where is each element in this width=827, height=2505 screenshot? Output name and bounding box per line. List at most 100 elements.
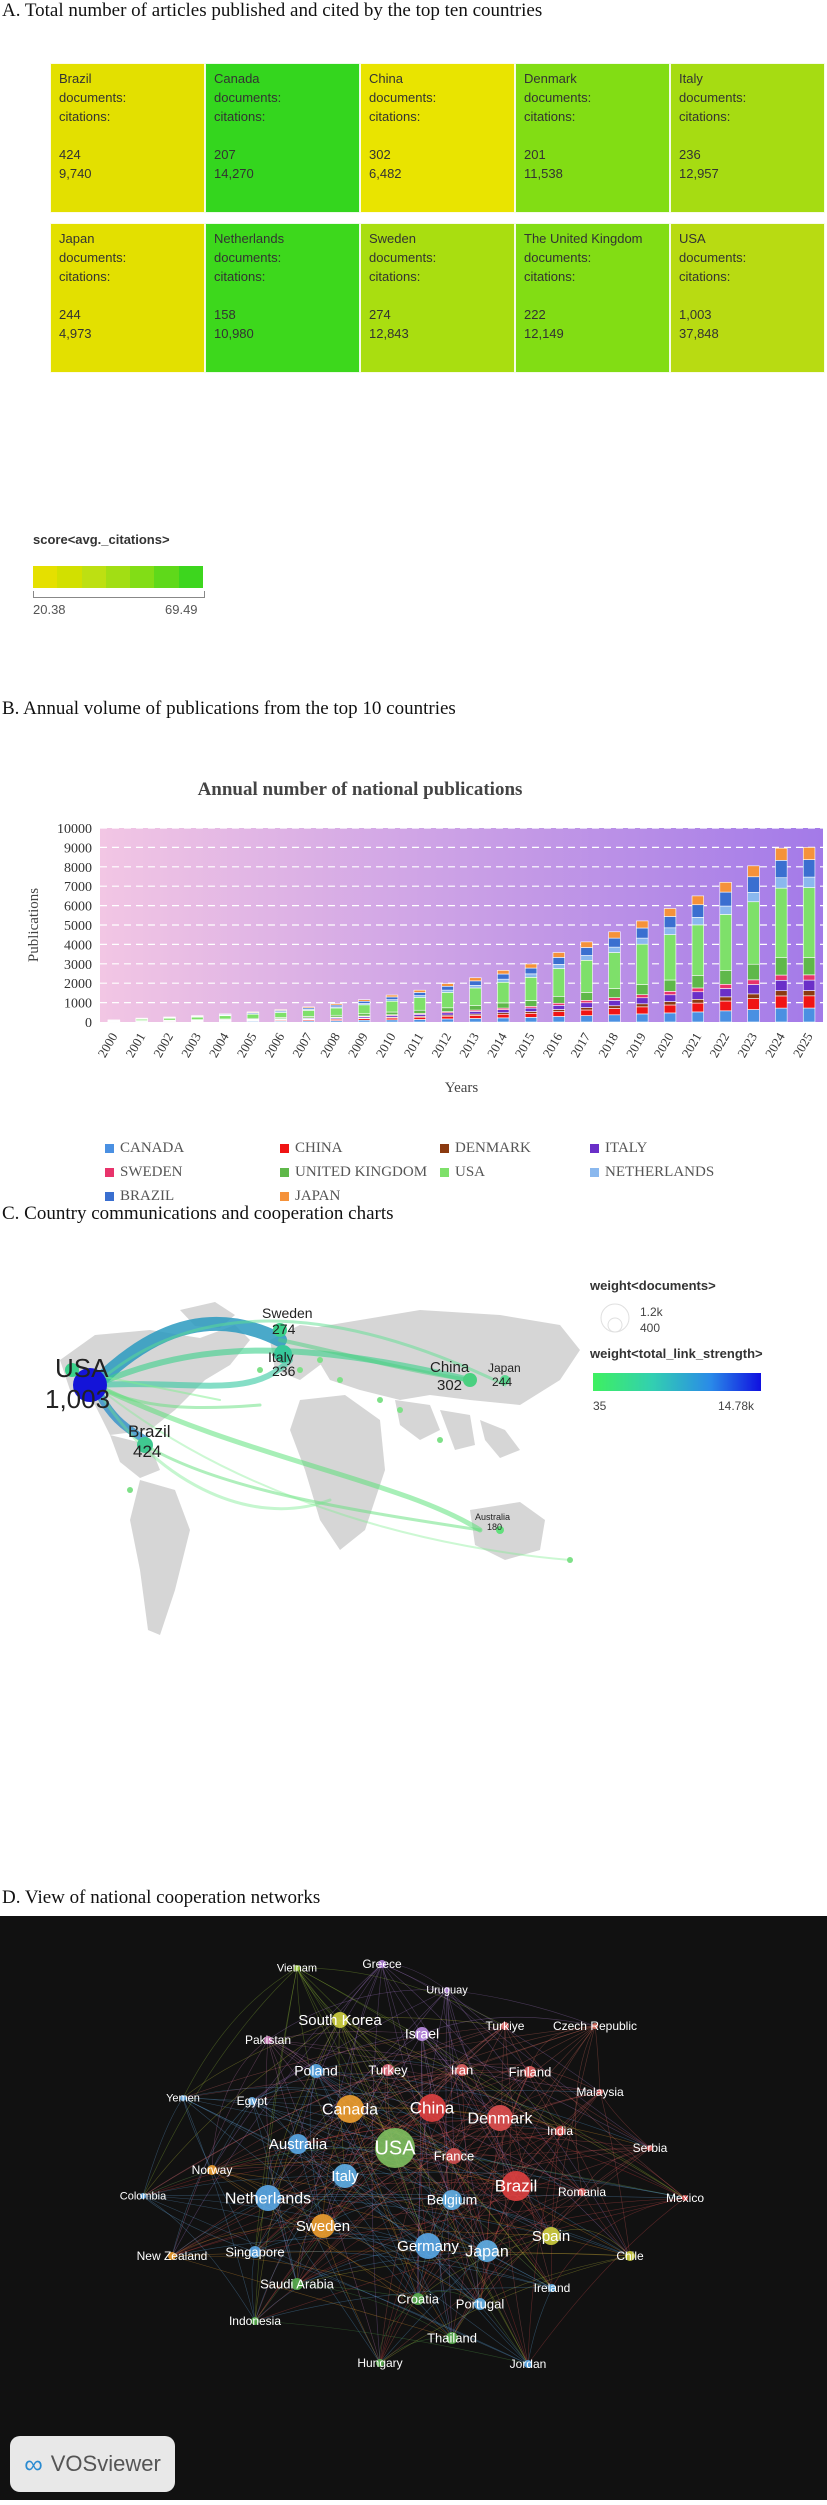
map-label-sweden-value: 274 [272, 1321, 296, 1337]
x-tick-label: 2010 [373, 1030, 399, 1060]
bar-segment [246, 1013, 260, 1019]
map-node-japan[interactable] [500, 1375, 510, 1385]
treemap-tile[interactable]: Sweden documents: citations: 274 12,843 [360, 223, 515, 373]
treemap-legend-min: 20.38 [33, 602, 66, 617]
legend-item[interactable]: BRAZIL [105, 1188, 174, 1205]
bar-segment [802, 974, 816, 981]
collaboration-map: USA 1,003 Sweden 274 Italy 236 China 302… [45, 1278, 763, 1635]
tile-citations-value: 9,740 [59, 166, 92, 181]
map-node-australia[interactable] [496, 1526, 504, 1534]
vosviewer-badge[interactable]: ∞ VOSviewer [10, 2436, 175, 2492]
bar-segment [358, 1013, 371, 1017]
network-label: Czech Republic [553, 2019, 637, 2033]
network-node [476, 2240, 498, 2262]
bar-segment [497, 1013, 510, 1019]
map-node-brazil[interactable] [137, 1437, 153, 1453]
bar-segment [497, 1009, 510, 1014]
x-tick-label: 2020 [651, 1030, 677, 1060]
treemap-tile[interactable]: The United Kingdom documents: citations: 22… [515, 223, 670, 373]
legend-label: NETHERLANDS [605, 1164, 715, 1180]
bar-segment [691, 1011, 705, 1023]
legend-item[interactable]: UNITED KINGDOM [280, 1164, 427, 1181]
network-node [375, 2128, 415, 2168]
bar-segment [580, 1000, 593, 1004]
network-label: Egypt [237, 2094, 268, 2108]
bar-segment [469, 984, 482, 989]
y-axis-label: Publications [26, 888, 42, 962]
legend-item[interactable]: ITALY [590, 1140, 647, 1157]
bar-segment [636, 984, 649, 996]
bar-segment [580, 1002, 593, 1008]
network-label: China [410, 2099, 455, 2118]
bar-segment [747, 998, 760, 1010]
legend-item[interactable]: DENMARK [440, 1140, 531, 1157]
bar-segment [218, 1013, 232, 1015]
network-svg: Vietnam Greece Uruguay South Korea Pakistan I… [120, 1957, 705, 2371]
bar-segment [441, 985, 454, 991]
map-node-china[interactable] [463, 1373, 477, 1387]
legend-item[interactable]: SWEDEN [105, 1164, 183, 1181]
bar-segment [719, 983, 732, 989]
bar-segment [469, 1011, 482, 1015]
map-node-canada[interactable] [65, 1363, 79, 1377]
network-node [578, 2188, 586, 2196]
tile-documents-value: 244 [59, 307, 81, 322]
network-node [168, 2252, 176, 2260]
network-node [207, 2165, 217, 2175]
legend-item[interactable]: NETHERLANDS [590, 1164, 714, 1181]
bar-segment [302, 1006, 315, 1009]
bar-segment [330, 1003, 343, 1006]
bar-segment [497, 1002, 510, 1009]
network-node [524, 2066, 536, 2078]
network-node [249, 2246, 261, 2258]
legend-item[interactable]: CHINA [280, 1140, 343, 1157]
bar-segment [802, 1007, 816, 1023]
treemap-tile[interactable]: Japan documents: citations: 244 4,973 [50, 223, 205, 373]
treemap-tile[interactable]: Brazil documents: citations: 424 9,740 [50, 63, 205, 213]
treemap-tile[interactable]: Netherlands documents: citations: 158 10,980 [205, 223, 360, 373]
treemap-tile[interactable]: USA documents: citations: 1,003 37,848 [670, 223, 825, 373]
network-label: Portugal [456, 2296, 505, 2311]
treemap-tile[interactable]: Denmark documents: citations: 201 11,538 [515, 63, 670, 213]
network-node [542, 2227, 560, 2245]
map-label-italy-value: 236 [272, 1363, 296, 1379]
network-node [376, 2359, 384, 2367]
network-label: Netherlands [225, 2190, 311, 2207]
network-node [446, 2148, 462, 2164]
network-node [625, 2251, 635, 2261]
legend-swatch [130, 566, 155, 588]
legend-item[interactable]: JAPAN [280, 1188, 340, 1205]
tile-documents-label: documents: [679, 250, 747, 265]
network-node [555, 2126, 565, 2136]
network-node [501, 2171, 531, 2201]
map-node-usa[interactable] [73, 1368, 107, 1402]
network-node [332, 2012, 348, 2028]
bar-segment [441, 1012, 454, 1016]
bar-segment [469, 1005, 482, 1011]
bar-segment [608, 1000, 621, 1007]
bar-segment [691, 991, 705, 1000]
tile-citations-label: citations: [59, 269, 111, 284]
map-node-sweden[interactable] [273, 1323, 287, 1337]
legend-item[interactable]: USA [440, 1164, 485, 1181]
bar-segment [719, 914, 732, 971]
bar-segment [802, 995, 816, 1009]
network-label: Jordan [510, 2357, 547, 2371]
network-label: Germany [397, 2238, 459, 2255]
bar-segment [747, 963, 760, 981]
bar-segment [413, 1009, 426, 1014]
map-node-italy[interactable] [274, 1345, 292, 1363]
treemap-tile[interactable]: Italy documents: citations: 236 12,957 [670, 63, 825, 213]
bar-segment [747, 1009, 760, 1023]
legend-item[interactable]: CANADA [105, 1140, 184, 1157]
section-c-title: C. Country communications and cooperatio… [2, 1203, 394, 1224]
bar-segment [552, 968, 565, 997]
x-tick-label: 2005 [234, 1030, 260, 1060]
map-label-japan: Japan [488, 1361, 521, 1375]
bar-segment [747, 865, 760, 878]
treemap-tile[interactable]: Canada documents: citations: 207 14,270 [205, 63, 360, 213]
annual-publications-chart: Annual number of national publications 0 1… [0, 720, 827, 1320]
treemap-tile[interactable]: China documents: citations: 302 6,482 [360, 63, 515, 213]
x-axis-label: Years [445, 1080, 479, 1096]
tile-citations-label: citations: [524, 269, 576, 284]
